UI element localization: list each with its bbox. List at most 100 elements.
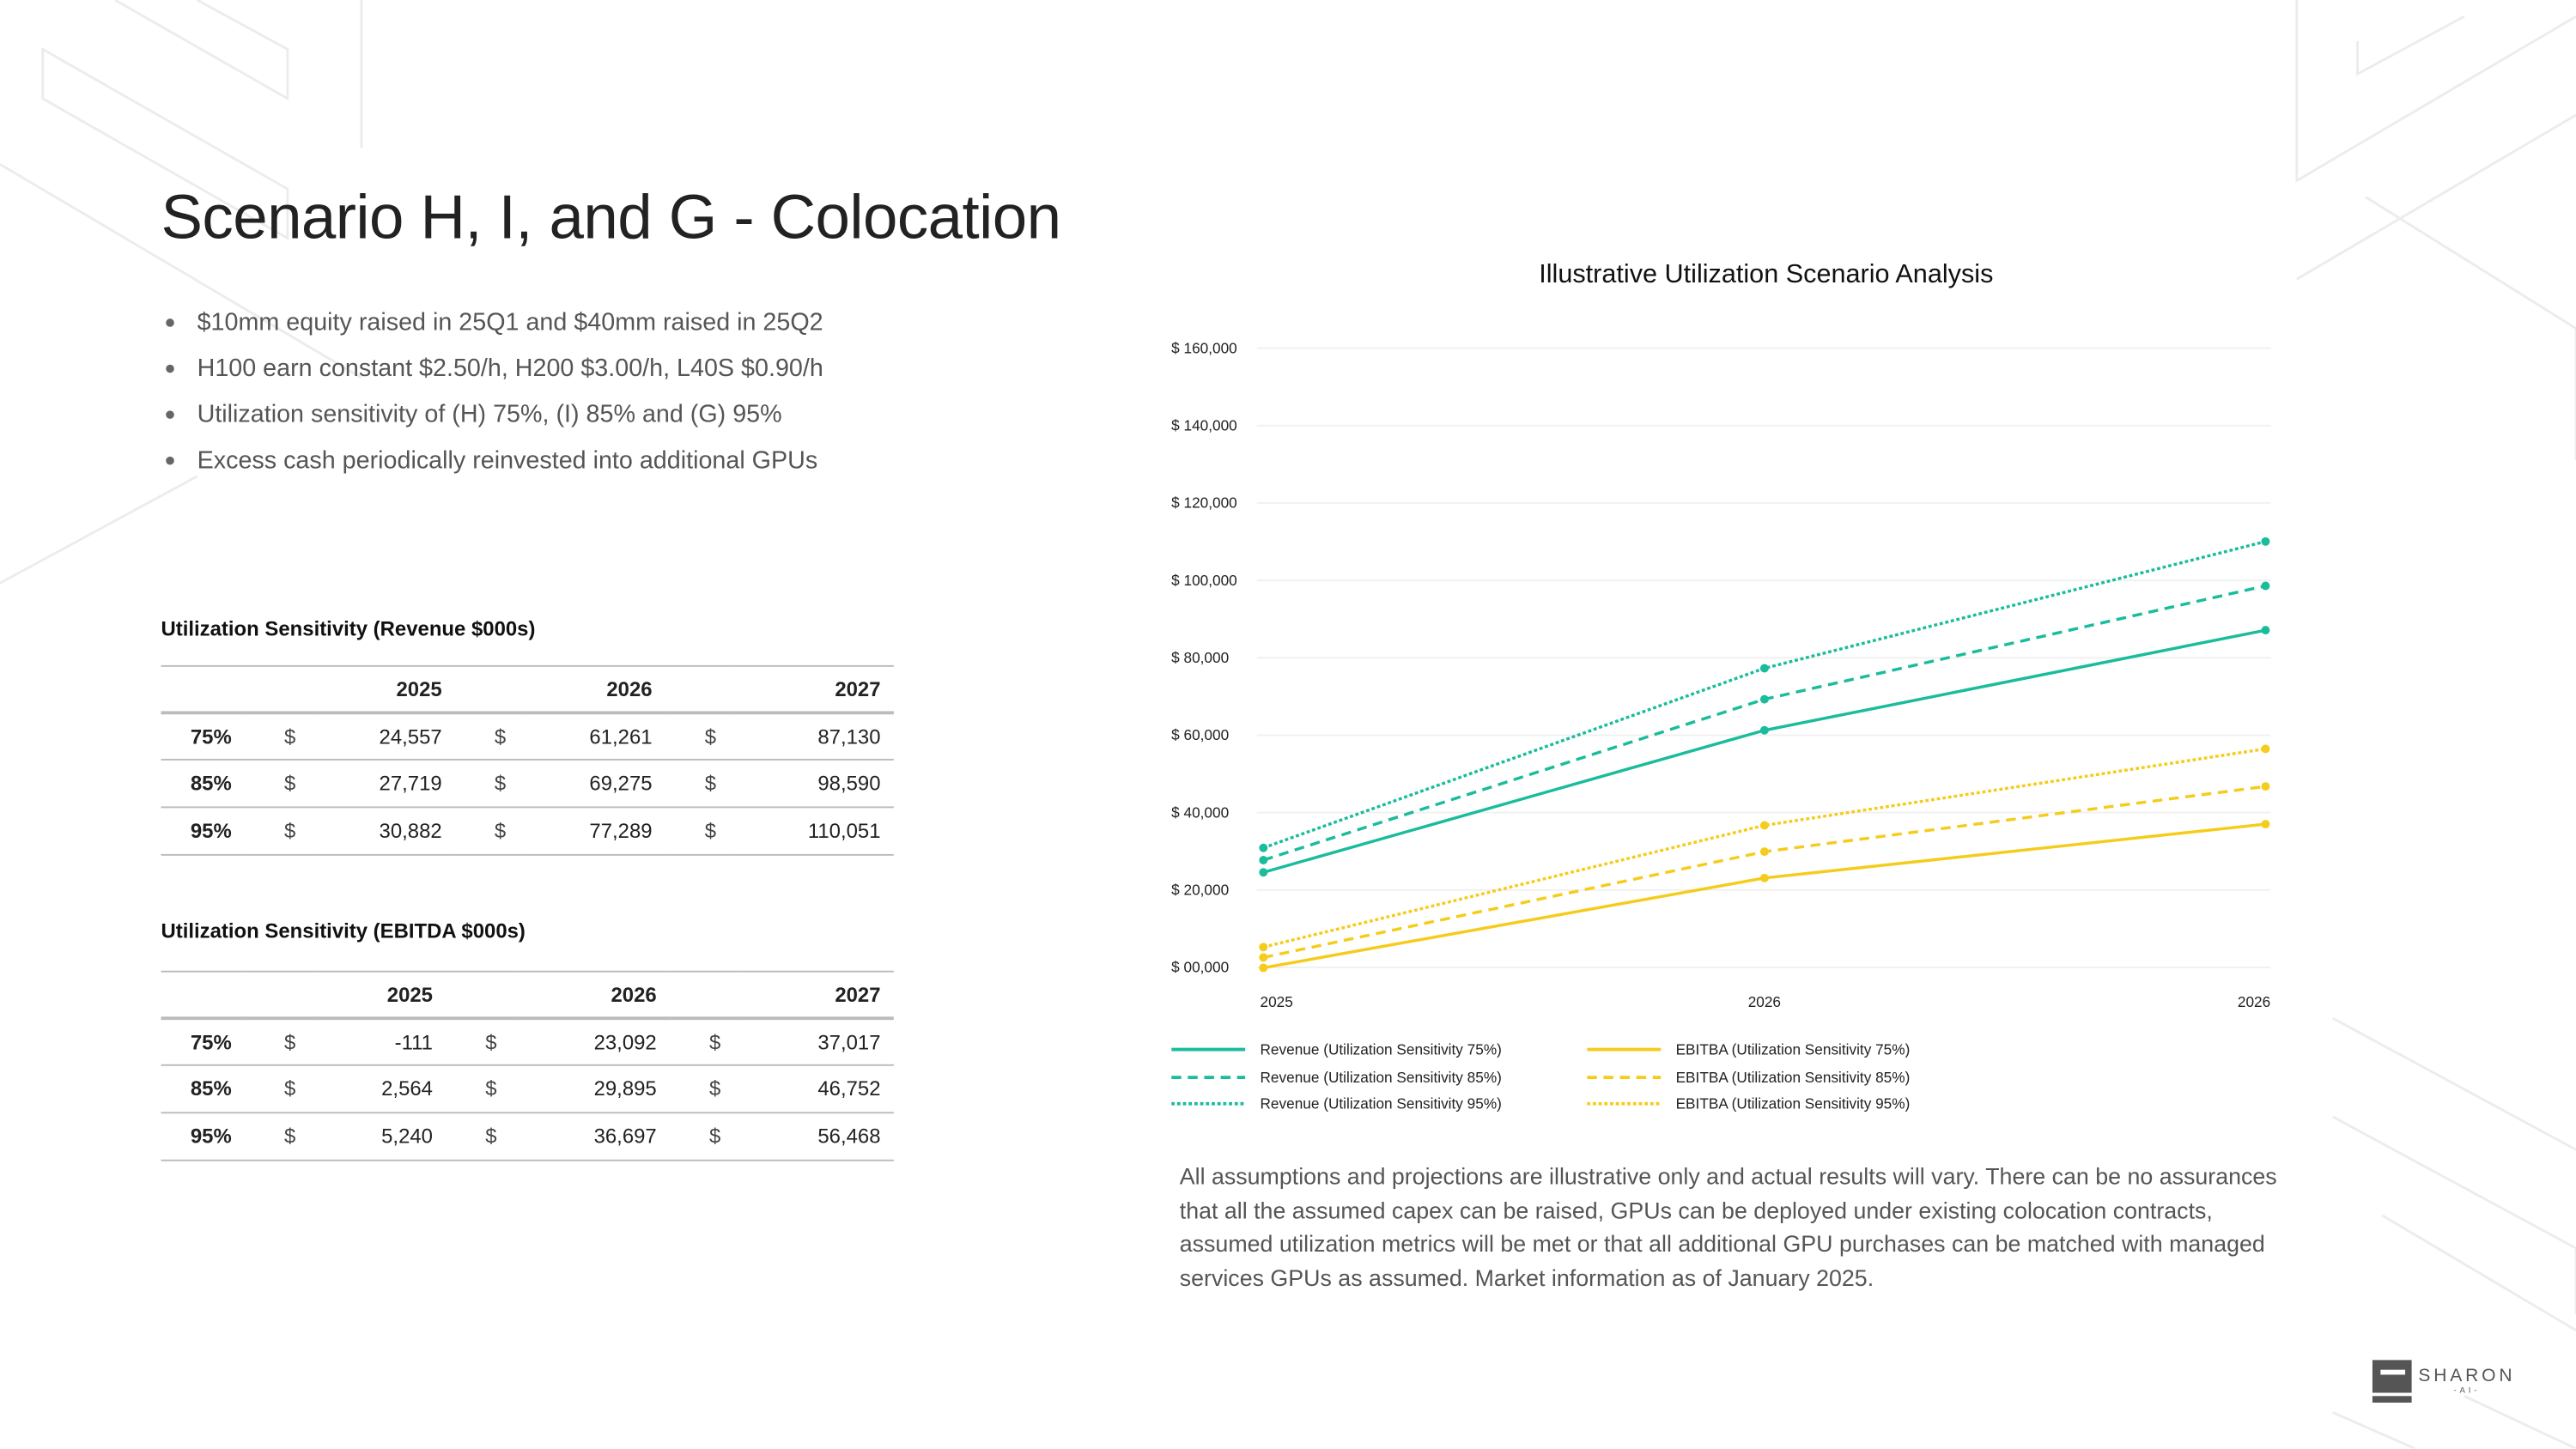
row-label: 85%: [190, 772, 232, 796]
data-point: [1259, 868, 1268, 877]
table-row: 75% $ 24,557 $ 61,261 $ 87,130: [161, 713, 894, 761]
currency: $: [284, 725, 296, 749]
legend-label: EBITBA (Utilization Sensitivity 85%): [1675, 1069, 1911, 1086]
data-point: [1759, 873, 1769, 882]
row-label: 95%: [190, 819, 232, 843]
page-title: Scenario H, I, and G - Colocation: [161, 184, 1062, 253]
data-point: [2261, 581, 2270, 591]
cell: 29,895: [593, 1077, 657, 1101]
currency: $: [284, 1125, 296, 1149]
currency: $: [704, 819, 717, 843]
logo-sub: -AI-: [2453, 1385, 2481, 1397]
cell: 30,882: [379, 819, 442, 843]
legend-swatch: [1587, 1048, 1662, 1052]
column-header: 2026: [611, 983, 657, 1007]
legend-label: EBITBA (Utilization Sensitivity 95%): [1675, 1095, 1911, 1113]
data-point: [1259, 963, 1268, 973]
data-point: [1759, 821, 1769, 830]
x-tick-label: 2026: [1748, 993, 1781, 1010]
table-row: 95% $ 30,882 $ 77,289 $ 110,051: [161, 808, 894, 855]
table-header-row: 2025 2026 2027: [161, 971, 894, 1019]
chart-legend-ebitda: EBITBA (Utilization Sensitivity 75%) EBI…: [1587, 1036, 1910, 1118]
legend-item: EBITBA (Utilization Sensitivity 95%): [1587, 1090, 1910, 1118]
cell: 87,130: [817, 725, 881, 749]
data-point: [1759, 725, 1769, 735]
data-point: [1259, 953, 1268, 962]
currency: $: [284, 772, 296, 796]
currency: $: [284, 819, 296, 843]
cell: 37,017: [817, 1031, 881, 1054]
legend-label: Revenue (Utilization Sensitivity 85%): [1260, 1069, 1502, 1086]
row-label: 75%: [190, 725, 232, 749]
cell: 46,752: [817, 1077, 881, 1101]
y-tick-label: $ 80,000: [1171, 649, 1229, 666]
currency: $: [708, 1125, 721, 1149]
currency: $: [708, 1077, 721, 1101]
data-point: [2261, 782, 2270, 791]
ebitda-table-title: Utilization Sensitivity (EBITDA $000s): [161, 919, 526, 943]
bullet-list: $10mm equity raised in 25Q1 and $40mm ra…: [164, 306, 823, 489]
logo-mark-icon: [2372, 1360, 2412, 1403]
column-header: 2026: [606, 677, 653, 701]
cell: 2,564: [381, 1077, 433, 1101]
data-point: [1759, 664, 1769, 673]
data-point: [2261, 820, 2270, 829]
currency: $: [494, 725, 507, 749]
data-point: [2261, 744, 2270, 754]
currency: $: [485, 1125, 497, 1149]
legend-swatch: [1171, 1048, 1246, 1052]
currency: $: [494, 772, 507, 796]
chart-legend-revenue: Revenue (Utilization Sensitivity 75%) Re…: [1171, 1036, 1502, 1118]
currency: $: [284, 1077, 296, 1101]
table-row: 75% $ -111 $ 23,092 $ 37,017: [161, 1019, 894, 1066]
y-tick-label: $ 140,000: [1171, 417, 1237, 434]
logo-name: SHARON: [2418, 1366, 2516, 1386]
cell: 5,240: [381, 1125, 433, 1149]
table-row: 95% $ 5,240 $ 36,697 $ 56,468: [161, 1113, 894, 1161]
column-header: 2027: [835, 983, 881, 1007]
ebitda-table: 2025 2026 2027 75% $ -111 $ 23,092 $ 37,…: [161, 971, 894, 1161]
currency: $: [494, 819, 507, 843]
currency: $: [284, 1031, 296, 1054]
data-point: [1259, 843, 1268, 852]
series-line: [1262, 584, 2266, 862]
data-point: [1759, 847, 1769, 857]
column-header: 2025: [396, 677, 442, 701]
revenue-table-title: Utilization Sensitivity (Revenue $000s): [161, 617, 536, 641]
legend-item: Revenue (Utilization Sensitivity 85%): [1171, 1064, 1502, 1091]
data-point: [2261, 626, 2270, 635]
cell: 56,468: [817, 1125, 881, 1149]
y-tick-label: $ 00,000: [1171, 959, 1229, 976]
y-tick-label: $ 160,000: [1171, 339, 1237, 356]
x-tick-label: 2025: [1261, 993, 1293, 1010]
bullet-item: Excess cash periodically reinvested into…: [164, 444, 823, 490]
legend-item: Revenue (Utilization Sensitivity 75%): [1171, 1036, 1502, 1064]
column-header: 2027: [835, 677, 881, 701]
legend-item: EBITBA (Utilization Sensitivity 75%): [1587, 1036, 1910, 1064]
cell: 98,590: [817, 772, 881, 796]
cell: 24,557: [379, 725, 442, 749]
currency: $: [704, 725, 717, 749]
cell: 27,719: [379, 772, 442, 796]
chart-title: Illustrative Utilization Scenario Analys…: [1539, 261, 1994, 289]
legend-swatch: [1587, 1075, 1662, 1079]
cell: 61,261: [589, 725, 653, 749]
row-label: 75%: [190, 1031, 232, 1054]
data-point: [1759, 694, 1769, 704]
series-line: [1262, 540, 2266, 850]
bullet-item: H100 earn constant $2.50/h, H200 $3.00/h…: [164, 351, 823, 397]
cell: 23,092: [593, 1031, 657, 1054]
legend-swatch: [1171, 1075, 1246, 1079]
cell: 69,275: [589, 772, 653, 796]
y-tick-label: $ 60,000: [1171, 726, 1229, 743]
legend-item: Revenue (Utilization Sensitivity 95%): [1171, 1090, 1502, 1118]
y-tick-label: $ 100,000: [1171, 572, 1237, 589]
row-label: 85%: [190, 1077, 232, 1101]
table-row: 85% $ 2,564 $ 29,895 $ 46,752: [161, 1065, 894, 1113]
legend-label: Revenue (Utilization Sensitivity 95%): [1260, 1095, 1502, 1113]
x-tick-label: 2026: [2238, 993, 2270, 1010]
cell: 77,289: [589, 819, 653, 843]
